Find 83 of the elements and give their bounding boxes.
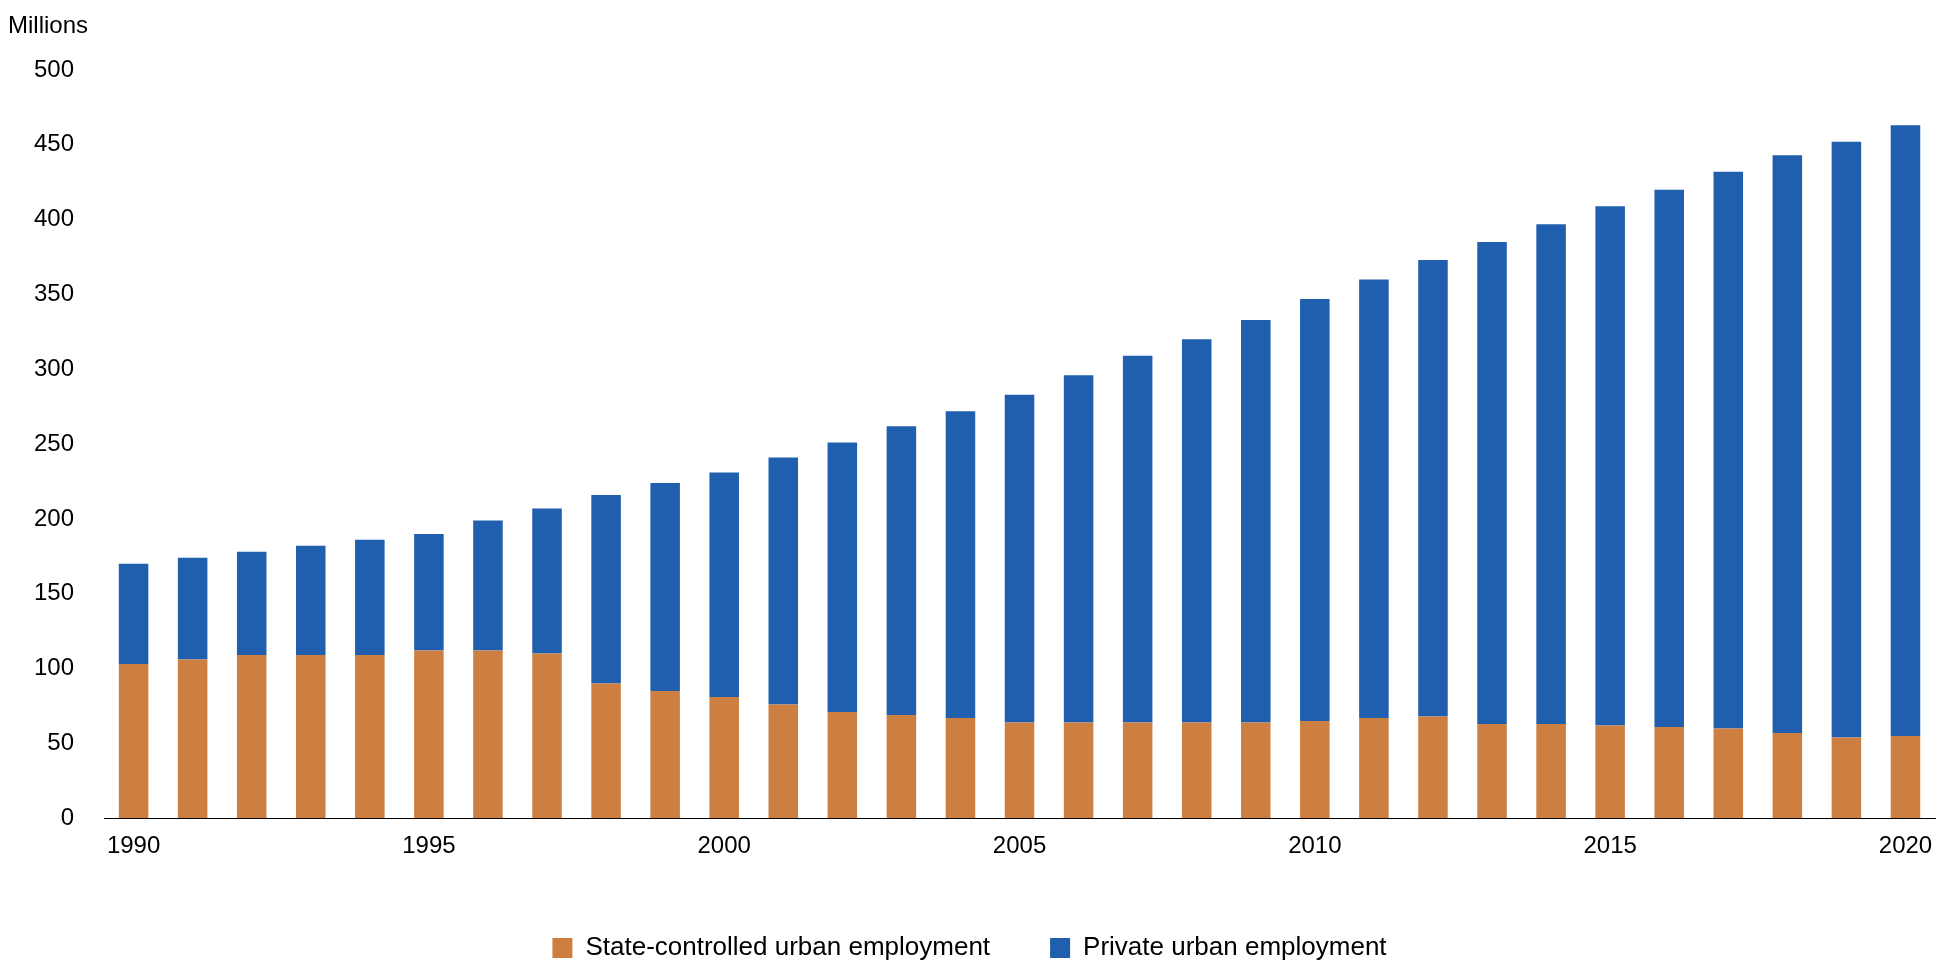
bar [1477, 723, 1507, 819]
bar [591, 494, 621, 684]
bar [709, 696, 739, 819]
bar [532, 653, 562, 819]
bar [1122, 722, 1153, 819]
bar [355, 655, 385, 819]
bar [1359, 279, 1389, 718]
bar [1359, 717, 1389, 819]
bar [118, 563, 149, 665]
bar [650, 691, 680, 819]
bar [355, 539, 385, 656]
bar [1713, 728, 1744, 819]
bar [1241, 722, 1271, 819]
bar [1477, 242, 1507, 724]
bar [827, 711, 858, 819]
y-tick-label: 500 [34, 54, 75, 82]
bar [650, 483, 680, 692]
bar [1831, 737, 1862, 819]
legend-label: Private urban employment [1083, 931, 1388, 962]
bar [236, 551, 267, 656]
bar [1181, 722, 1212, 819]
bar [1536, 224, 1566, 724]
x-tick-label: 2015 [1583, 831, 1637, 859]
bar [118, 664, 149, 819]
bar [296, 655, 326, 819]
bar [1300, 720, 1330, 819]
bar [177, 659, 208, 819]
bar [1181, 339, 1212, 723]
bar [414, 650, 444, 819]
bar [1004, 394, 1035, 723]
bar [532, 508, 562, 654]
x-tick-label: 2000 [697, 831, 751, 859]
bar [1654, 726, 1684, 819]
bar [1063, 375, 1094, 723]
y-tick-label: 350 [34, 279, 75, 307]
bar [1890, 735, 1921, 819]
bar [177, 557, 208, 660]
bar [1418, 716, 1448, 819]
bar [709, 472, 739, 697]
bar [1654, 189, 1684, 727]
bar [473, 520, 503, 651]
bar [1595, 206, 1625, 726]
bar [1713, 171, 1744, 729]
bar [945, 717, 976, 819]
y-tick-label: 450 [34, 129, 75, 157]
y-tick-label: 400 [34, 204, 75, 232]
bar [1536, 723, 1566, 819]
bar [1418, 260, 1448, 717]
bar [414, 533, 444, 651]
bar [1890, 125, 1921, 736]
bar [886, 714, 917, 819]
y-tick-label: 100 [34, 653, 75, 681]
bar [768, 704, 799, 819]
bar [1063, 722, 1094, 819]
bar [1772, 732, 1803, 819]
bar [1122, 355, 1153, 723]
bar [886, 426, 917, 715]
y-tick-label: 250 [34, 428, 75, 456]
bar [945, 411, 976, 718]
bar [1241, 319, 1271, 723]
y-tick-label: 0 [60, 802, 75, 830]
bar [1004, 722, 1035, 819]
bar [1831, 141, 1862, 738]
x-tick-label: 2020 [1878, 831, 1933, 859]
bar [296, 545, 326, 656]
bar [1595, 725, 1625, 819]
y-axis-title: Millions [8, 10, 89, 38]
y-tick-label: 200 [34, 503, 75, 531]
x-tick-label: 1990 [106, 831, 161, 859]
bar [591, 683, 621, 819]
bar [236, 655, 267, 819]
y-tick-label: 150 [34, 578, 75, 606]
y-tick-label: 50 [47, 728, 75, 756]
x-tick-label: 2005 [992, 831, 1047, 859]
x-tick-label: 2010 [1288, 831, 1342, 859]
bar [768, 457, 799, 705]
bar [1772, 155, 1803, 733]
legend-label: State-controlled urban employment [585, 931, 991, 962]
y-tick-label: 300 [34, 353, 75, 381]
bar [1300, 298, 1330, 721]
x-tick-label: 1995 [402, 831, 456, 859]
bar [827, 442, 858, 712]
bar [473, 650, 503, 819]
